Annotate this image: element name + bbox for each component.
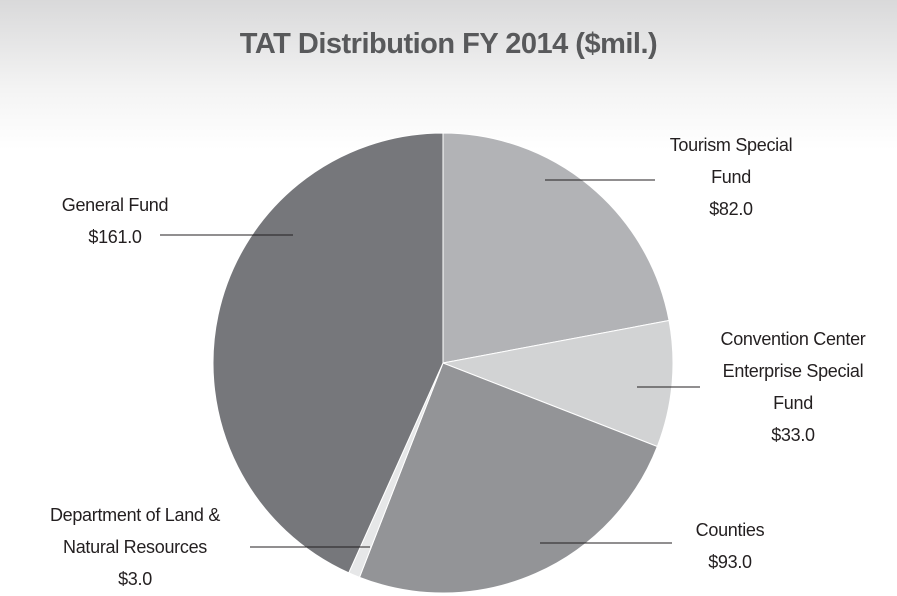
slice-label: Tourism Special Fund $82.0 (666, 129, 796, 225)
value-label: $33.0 (771, 425, 815, 445)
pie-slice (441, 319, 674, 448)
value-label: $161.0 (88, 227, 142, 247)
pie-slice (212, 132, 444, 574)
slice-label: Department of Land & Natural Resources $3… (35, 499, 235, 595)
category-label: Convention Center Enterprise Special Fun… (720, 329, 866, 413)
category-label: Counties (695, 520, 765, 540)
category-label: Department of Land & Natural Resources (49, 505, 221, 557)
value-label: $3.0 (118, 569, 152, 589)
value-label: $93.0 (708, 552, 752, 572)
chart-title: TAT Distribution FY 2014 ($mil.) (239, 28, 658, 60)
slice-label: Counties $93.0 (655, 514, 805, 578)
pie-slice (442, 132, 670, 364)
slice-label: Convention Center Enterprise Special Fun… (703, 323, 883, 451)
category-label: General Fund (61, 195, 169, 215)
value-label: $82.0 (709, 199, 753, 219)
category-label: Tourism Special Fund (669, 135, 793, 187)
slice-label: General Fund $161.0 (40, 189, 190, 253)
pie-slice (358, 362, 658, 594)
